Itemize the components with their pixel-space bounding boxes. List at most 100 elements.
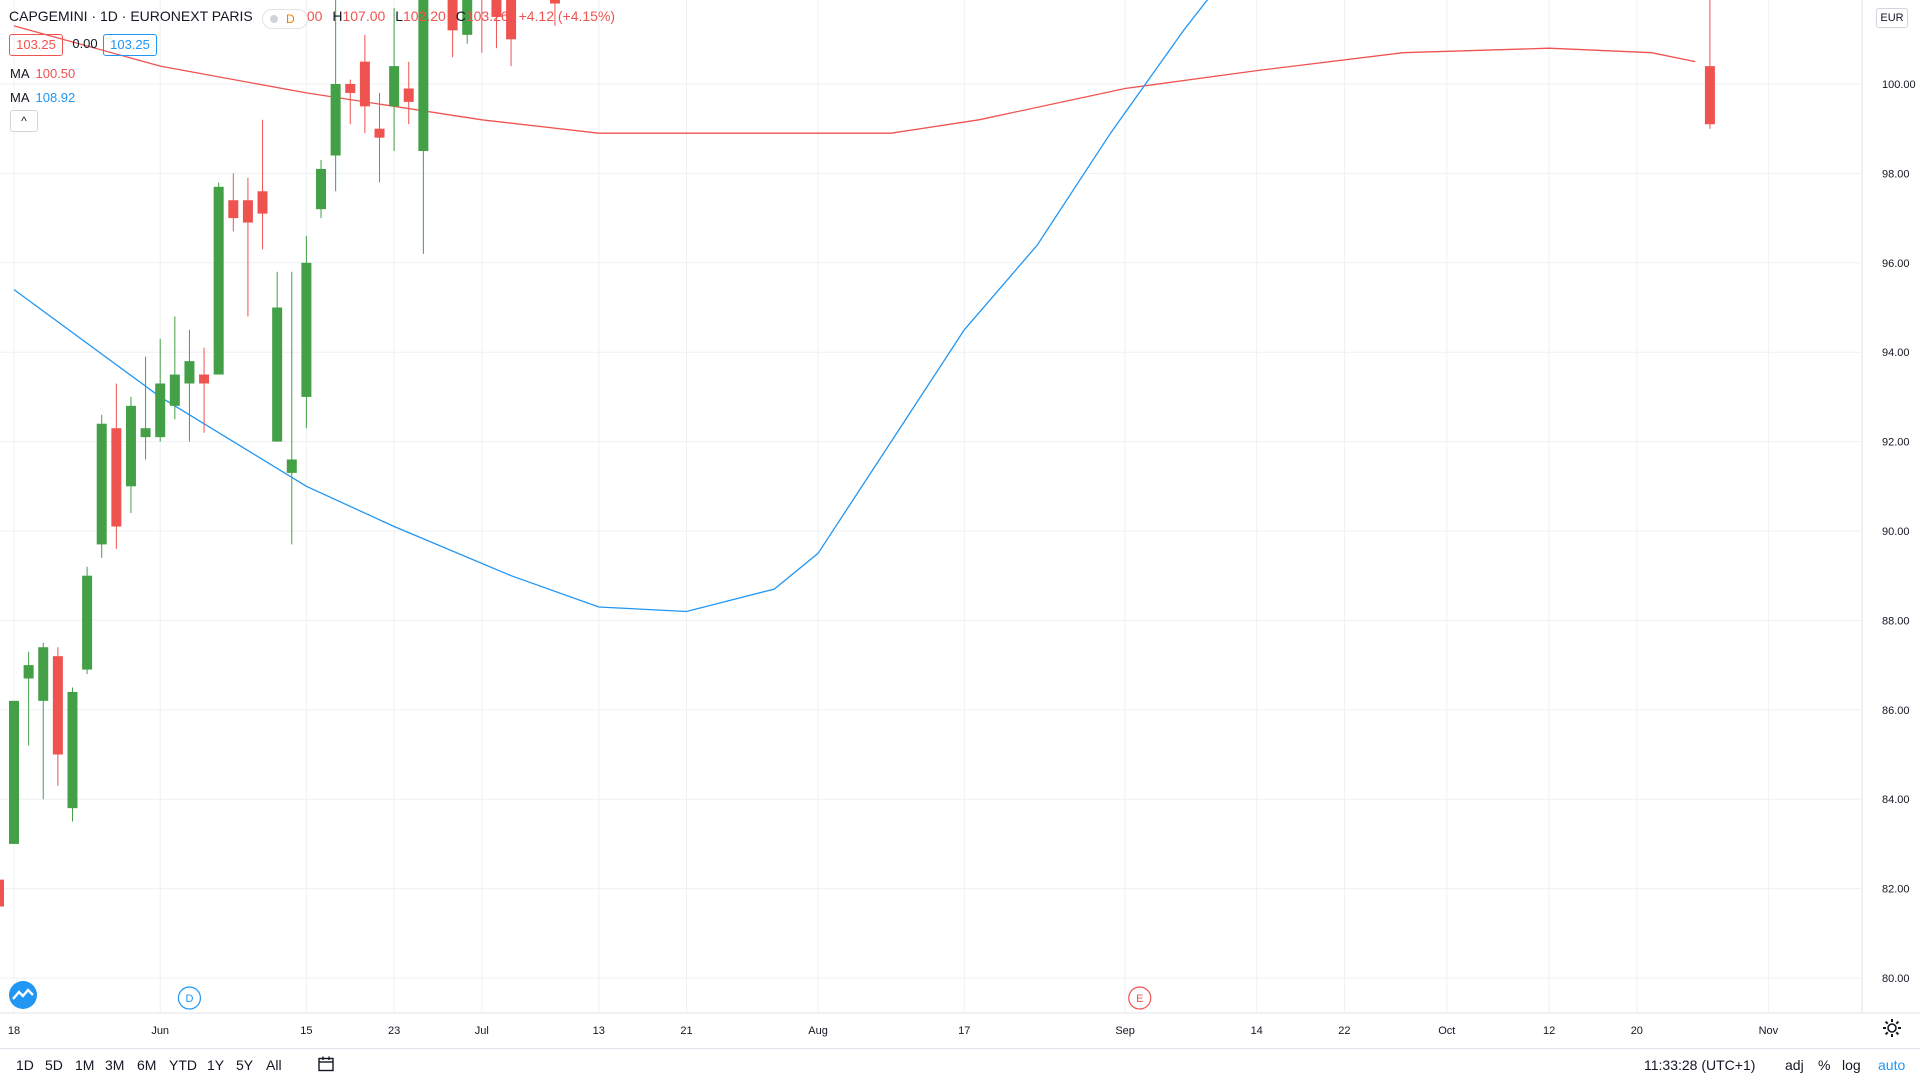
x-tick-label: Aug <box>808 1025 828 1037</box>
change-value: +4.12 (+4.15%) <box>518 8 616 24</box>
candle <box>184 329 195 442</box>
percent-toggle[interactable]: % <box>1818 1057 1831 1073</box>
event-marker-label: E <box>1136 993 1143 1005</box>
clock[interactable]: 11:33:28 (UTC+1) <box>1644 1057 1756 1073</box>
ohlc-values: O105.00 H107.00 L102.20 C103.26 +4.12 (+… <box>269 8 621 24</box>
x-tick-label: 23 <box>388 1025 400 1037</box>
candle <box>481 0 483 53</box>
high-label: H <box>332 8 343 24</box>
chart-legend: CAPGEMINI · 1D · EURONEXT PARIS O105.00 … <box>9 8 621 24</box>
bid-price[interactable]: 103.25 <box>9 34 63 56</box>
candle <box>82 566 93 675</box>
candle <box>272 271 283 442</box>
candle <box>155 338 166 442</box>
ma-legend-slow[interactable]: MA 100.50 <box>10 66 75 81</box>
x-tick-label: 20 <box>1631 1025 1643 1037</box>
candle <box>389 8 400 152</box>
ma-fast-label: MA <box>10 90 30 105</box>
candle <box>506 0 517 67</box>
y-tick-label: 92.00 <box>1882 437 1910 449</box>
price-chart[interactable]: DE 122.00120.00118.00116.00114.00112.001… <box>0 0 1920 1048</box>
timeframe-button-3m[interactable]: 3M <box>105 1057 125 1073</box>
candle <box>169 316 180 420</box>
x-tick-label: 15 <box>300 1025 312 1037</box>
x-tick-label: 22 <box>1338 1025 1350 1037</box>
timeframe-button-6m[interactable]: 6M <box>137 1057 157 1073</box>
candle <box>374 92 385 183</box>
candle <box>125 396 136 514</box>
ask-price[interactable]: 103.25 <box>103 34 157 56</box>
candle <box>359 34 370 134</box>
x-tick-label: Oct <box>1438 1025 1455 1037</box>
x-tick-label: 12 <box>1543 1025 1555 1037</box>
candle <box>111 383 122 549</box>
currency-badge[interactable]: EUR <box>1876 8 1908 28</box>
y-tick-label: 90.00 <box>1882 526 1910 538</box>
event-marker[interactable]: E <box>1128 986 1152 1010</box>
candle <box>418 0 429 254</box>
candle <box>549 0 560 26</box>
gear-icon[interactable] <box>1882 1018 1902 1038</box>
y-tick-label: 96.00 <box>1882 258 1910 270</box>
candle <box>242 177 253 317</box>
candle <box>23 651 34 746</box>
candle <box>345 79 356 125</box>
chevron-up-icon: ^ <box>21 114 27 128</box>
candle <box>316 159 327 219</box>
timeframe-button-all[interactable]: All <box>266 1057 282 1073</box>
tradingview-logo-icon[interactable] <box>8 980 38 1010</box>
candle <box>330 0 341 192</box>
x-tick-label: Nov <box>1759 1025 1779 1037</box>
candlesticks <box>0 0 1715 907</box>
ma-slow-label: MA <box>10 66 30 81</box>
timeframe-button-5y[interactable]: 5Y <box>236 1057 254 1073</box>
moving-average-lines <box>13 0 1696 613</box>
low-value: 102.20 <box>403 8 446 24</box>
calendar-icon[interactable] <box>318 1056 334 1072</box>
adj-toggle[interactable]: adj <box>1785 1057 1804 1073</box>
candle <box>447 0 458 58</box>
price-axis[interactable]: 122.00120.00118.00116.00114.00112.00110.… <box>1862 0 1916 985</box>
symbol-title[interactable]: CAPGEMINI · 1D · EURONEXT PARIS <box>9 8 253 24</box>
close-value: 103.26 <box>465 8 509 24</box>
candle <box>1704 0 1715 129</box>
market-status-pill[interactable]: D <box>262 9 308 29</box>
chart-grid <box>0 0 1920 1014</box>
y-tick-label: 94.00 <box>1882 347 1910 359</box>
candle <box>228 173 239 232</box>
candle <box>462 0 473 44</box>
candle <box>52 647 63 786</box>
timeframe-button-1m[interactable]: 1M <box>75 1057 95 1073</box>
timeframe-button-5d[interactable]: 5D <box>45 1057 63 1073</box>
x-tick-label: Jun <box>151 1025 169 1037</box>
x-tick-label: 21 <box>680 1025 692 1037</box>
ma-legend-fast[interactable]: MA 108.92 <box>10 90 75 105</box>
y-tick-label: 84.00 <box>1882 794 1910 806</box>
candle <box>199 347 210 433</box>
x-tick-label: 18 <box>8 1025 20 1037</box>
candle <box>67 687 78 822</box>
auto-toggle[interactable]: auto <box>1878 1057 1906 1073</box>
time-axis[interactable]: 18 Jun 15 23 Jul 13 21 Aug 17 Sep 14 22 Oct 12 20 Nov <box>8 1025 1779 1037</box>
candle <box>403 61 414 125</box>
bottom-toolbar: 1D 5D 1M 3M 6M YTD 1Y 5Y All 11:33:28 (UTC+1) ad… <box>0 1048 1920 1081</box>
candle <box>301 235 312 429</box>
candle <box>140 356 151 460</box>
candle <box>213 182 224 375</box>
ma-slow-line <box>13 25 1696 134</box>
ma-fast-value: 108.92 <box>35 90 76 105</box>
legend-collapse-button[interactable]: ^ <box>10 110 38 132</box>
candle <box>286 271 297 545</box>
candle <box>257 119 268 250</box>
timeframe-button-1y[interactable]: 1Y <box>207 1057 225 1073</box>
log-toggle[interactable]: log <box>1842 1057 1861 1073</box>
event-marker[interactable]: D <box>177 986 202 1010</box>
candle <box>38 642 49 800</box>
timeframe-button-1d[interactable]: 1D <box>16 1057 34 1073</box>
y-tick-label: 102.00 <box>1882 0 1916 2</box>
timeframe-button-ytd[interactable]: YTD <box>169 1057 197 1073</box>
y-tick-label: 98.00 <box>1882 168 1910 180</box>
delayed-badge: D <box>286 12 295 26</box>
y-tick-label: 86.00 <box>1882 705 1910 717</box>
